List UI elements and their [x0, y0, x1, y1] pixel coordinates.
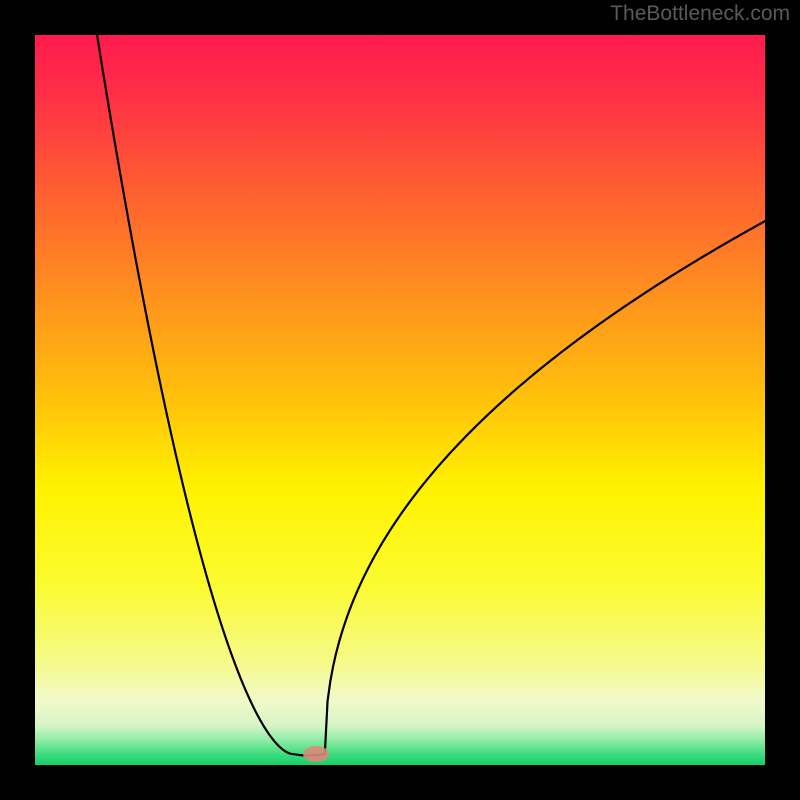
chart-container: TheBottleneck.com: [0, 0, 800, 800]
gradient-background: [35, 35, 765, 765]
plot-svg: [35, 35, 765, 765]
watermark-text: TheBottleneck.com: [610, 2, 790, 26]
plot-area: [35, 35, 765, 765]
optimum-marker: [303, 746, 329, 762]
